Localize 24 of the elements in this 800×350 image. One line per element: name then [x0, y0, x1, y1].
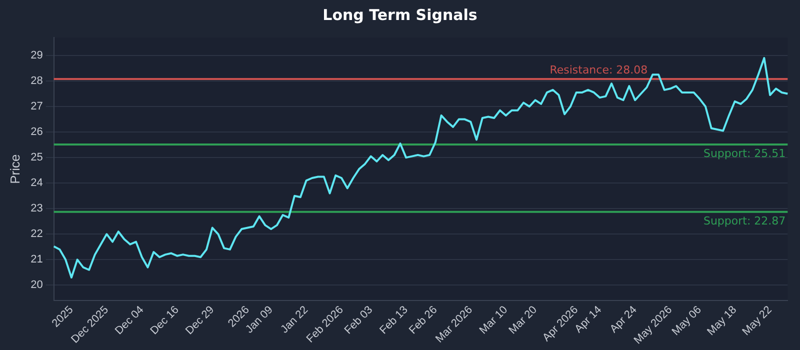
x-tick-label: Dec 16 [148, 304, 182, 338]
y-tick-label: 29 [30, 50, 43, 62]
x-tick-label: Apr 24 [608, 304, 640, 336]
x-tick-label: Dec 04 [113, 304, 146, 338]
ref-line-label: Support: 25.51 [703, 146, 786, 160]
y-tick-label: 27 [30, 100, 43, 113]
x-tick-label: Mar 20 [506, 304, 540, 337]
x-tick-label: May 18 [705, 304, 740, 338]
y-axis-title: Price [7, 154, 22, 184]
chart-title: Long Term Signals [322, 6, 478, 24]
x-tick-label: Jan 22 [278, 304, 311, 336]
x-tick-label: May 22 [740, 304, 774, 338]
x-tick-label: Dec 29 [183, 304, 217, 338]
y-tick-label: 21 [30, 254, 43, 266]
y-tick-label: 26 [30, 126, 43, 138]
y-tick-label: 23 [30, 202, 43, 215]
ref-line-label: Support: 22.87 [703, 214, 786, 228]
y-tick-label: 28 [30, 75, 43, 88]
x-tick-label: Feb 03 [342, 304, 376, 337]
y-tick-label: 25 [30, 152, 43, 164]
y-tick-label: 20 [30, 279, 43, 292]
y-tick-label: 22 [30, 228, 43, 240]
y-tick-label: 24 [30, 177, 43, 190]
ref-line-label: Resistance: 28.08 [550, 63, 648, 76]
